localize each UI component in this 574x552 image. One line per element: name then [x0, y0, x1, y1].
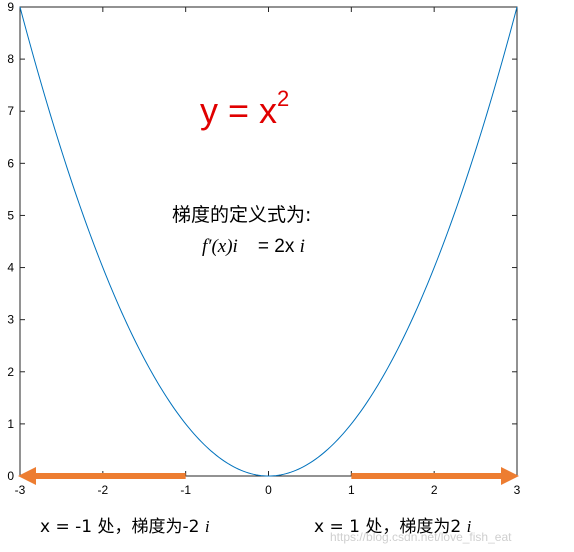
y-tick-label: 3 [7, 313, 14, 327]
left-gradient-note: x = -1 处，梯度为-2 i⃗ [40, 512, 223, 537]
equation-title: y = x2 [200, 86, 289, 132]
gradient-arrows [18, 467, 519, 485]
y-tick-label: 9 [7, 0, 14, 14]
y-tick-label: 0 [7, 469, 14, 483]
y-tick-label: 4 [7, 261, 14, 275]
formula-f: f [202, 236, 208, 257]
watermark: https://blog.csdn.net/love_fish_eat [330, 530, 512, 544]
formula-unit-vector-rhs: i⃗ [299, 236, 320, 257]
equation-title-exponent: 2 [277, 86, 290, 111]
y-tick-label: 8 [7, 52, 14, 66]
x-tick-label: 1 [348, 483, 355, 497]
formula-rhs: = 2x [252, 236, 300, 257]
left-note-vector: i⃗ [204, 517, 223, 536]
left-note-text: x = -1 处，梯度为-2 [40, 517, 205, 537]
gradient-definition-formula: f′(x)i⃗ = 2x i⃗ [202, 236, 320, 258]
formula-unit-vector: i⃗ [232, 236, 253, 257]
right-note-vector: i⃗ [466, 517, 485, 536]
x-tick-label: 2 [431, 483, 438, 497]
formula-prime: ′ [207, 236, 212, 257]
x-tick-label: -1 [180, 483, 191, 497]
y-tick-label: 5 [7, 208, 14, 222]
y-tick-label: 7 [7, 104, 14, 118]
right-gradient-note: x = 1 处，梯度为2 i⃗ [314, 512, 485, 537]
equation-title-base: y = x [200, 90, 278, 131]
axis-tick-labels: -3 -2 -1 0 1 2 3 0 1 2 3 4 5 6 7 8 9 [7, 0, 520, 497]
gradient-arrow-head [18, 467, 36, 485]
y-tick-label: 2 [7, 365, 14, 379]
x-tick-label: -3 [15, 483, 26, 497]
x-tick-label: -2 [97, 483, 108, 497]
series-layer [19, 6, 518, 477]
formula-x: (x) [211, 236, 233, 257]
x-tick-label: 0 [265, 483, 272, 497]
gradient-arrow-head [501, 467, 519, 485]
y-tick-label: 1 [7, 417, 14, 431]
y-tick-label: 6 [7, 156, 14, 170]
gradient-definition-label: 梯度的定义式为: [172, 204, 312, 226]
x-tick-label: 3 [514, 483, 521, 497]
right-note-text: x = 1 处，梯度为2 [314, 517, 467, 537]
